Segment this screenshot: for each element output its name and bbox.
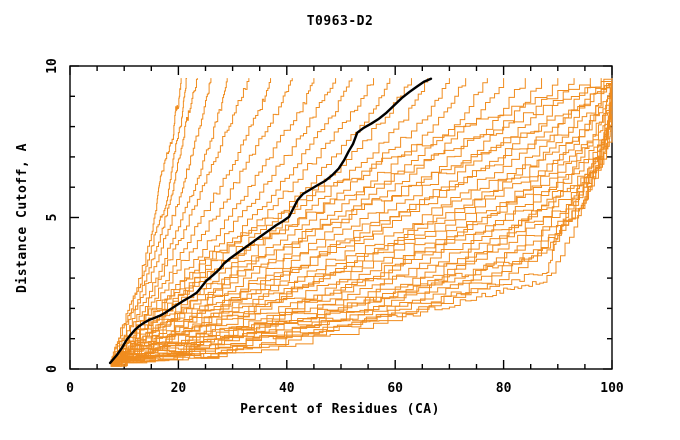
ensemble-curve: [110, 81, 613, 363]
ensemble-curve: [110, 78, 559, 364]
ensemble-curve: [110, 78, 182, 366]
ensemble-curve: [110, 78, 272, 361]
x-tick-label-60: 60: [387, 381, 403, 396]
y-axis-title: Distance Cutoff, A: [15, 143, 30, 293]
x-tick-label-100: 100: [600, 381, 624, 396]
ensemble-curve: [110, 78, 412, 364]
ensemble-curve: [110, 78, 505, 366]
y-tick-label-0: 0: [45, 365, 60, 373]
page-title: T0963-D2: [306, 14, 374, 29]
ensemble-curve: [110, 78, 602, 364]
y-tick-label-5: 5: [45, 214, 60, 222]
x-tick-label-0: 0: [66, 381, 74, 396]
ensemble-curve: [110, 78, 613, 362]
x-axis-title: Percent of Residues (CA): [240, 402, 440, 417]
ensemble-curve: [110, 114, 613, 363]
x-tick-label-40: 40: [279, 381, 295, 396]
axis-layer: 0 20 40 60 80 100 0 5 10: [45, 58, 624, 396]
ensemble-curve: [110, 78, 613, 364]
x-tick-label-20: 20: [171, 381, 187, 396]
ensemble-curve: [110, 78, 543, 366]
ensemble-curve: [110, 78, 228, 362]
ensemble-curve: [110, 78, 450, 363]
ensemble-curve: [110, 78, 467, 367]
y-tick-label-10: 10: [45, 58, 60, 74]
ensemble-curve: [110, 108, 613, 362]
ensemble-curve: [110, 78, 250, 364]
ensemble-curve: [110, 90, 613, 361]
ensemble-curve: [110, 78, 212, 363]
ensemble-curve: [110, 78, 429, 366]
ensemble-curve: [110, 78, 293, 362]
ensemble-curve: [110, 78, 591, 367]
ensemble-curve: [110, 78, 613, 361]
ensemble-curve: [110, 78, 198, 367]
axis-label-layer: Distance Cutoff, A Percent of Residues (…: [15, 143, 440, 417]
ensemble-curve: [110, 105, 613, 362]
highlight-curve: [108, 77, 433, 365]
ensemble-curve: [110, 77, 188, 365]
ensemble-curve: [110, 102, 613, 366]
ensemble-curve: [110, 78, 613, 362]
ensemble-curve: [110, 78, 613, 365]
ensemble-curve: [110, 78, 391, 366]
ensemble-curves-layer: [110, 77, 613, 367]
x-tick-label-80: 80: [496, 381, 512, 396]
ensemble-curve: [110, 96, 613, 363]
highlight-curve-layer: [108, 77, 433, 365]
ensemble-curve: [110, 111, 613, 364]
ensemble-curve: [110, 78, 613, 366]
ensemble-curve: [110, 78, 375, 365]
ensemble-curve: [110, 108, 613, 364]
ensemble-curve: [110, 78, 315, 361]
